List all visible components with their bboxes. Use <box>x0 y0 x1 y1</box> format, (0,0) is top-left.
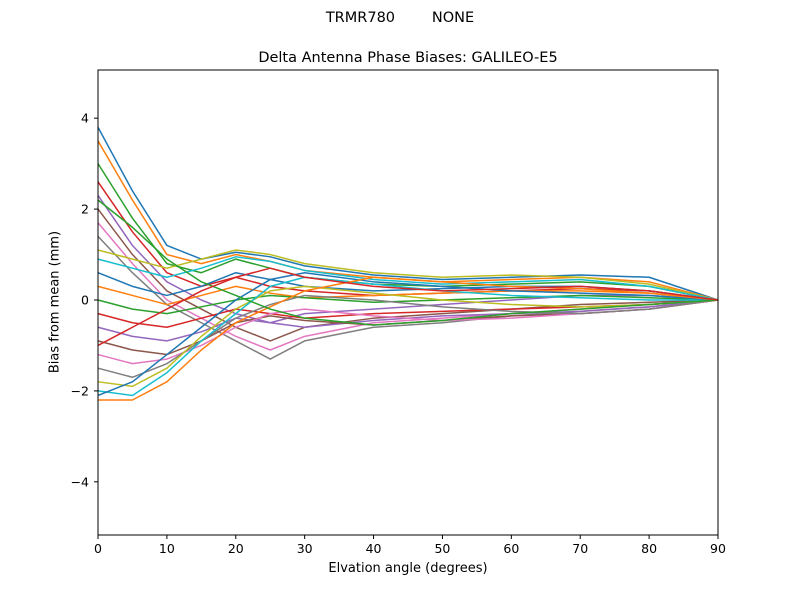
y-tick-label: 2 <box>81 202 89 217</box>
x-tick-label: 40 <box>366 541 382 556</box>
x-tick-label: 70 <box>572 541 588 556</box>
series-line-series-22 <box>98 276 719 401</box>
series-line-series-15 <box>97 299 719 342</box>
x-tick-label: 10 <box>159 541 175 556</box>
series-line-series-7 <box>97 222 719 351</box>
x-tick-label: 20 <box>228 541 244 556</box>
series-line-series-23 <box>97 199 719 326</box>
series-line-series-21 <box>97 271 719 397</box>
x-tick-label: 90 <box>710 541 726 556</box>
y-axis-label: Bias from mean (mm) <box>47 230 63 374</box>
y-tick-label: 0 <box>81 293 89 308</box>
series-line-series-10 <box>97 256 719 301</box>
series-line-series-18 <box>97 294 719 379</box>
x-tick-label: 80 <box>641 541 657 556</box>
x-tick-label: 50 <box>434 541 450 556</box>
series-line-series-1 <box>97 126 719 301</box>
series-line-series-9 <box>97 249 719 301</box>
y-tick-label: −2 <box>71 383 89 398</box>
y-tick-label: 4 <box>81 111 89 126</box>
x-tick-label: 30 <box>297 541 313 556</box>
x-tick-label: 0 <box>94 541 102 556</box>
series-line-series-13 <box>97 294 719 315</box>
axes-box <box>97 69 719 536</box>
series-line-series-24 <box>97 267 719 347</box>
chart-title: Delta Antenna Phase Biases: GALILEO-E5 <box>258 50 558 66</box>
x-axis-label: Elvation angle (degrees) <box>328 561 488 576</box>
figure-suptitle: TRMR780 NONE <box>325 10 475 26</box>
series-line-series-19 <box>97 285 719 388</box>
y-tick-label: −4 <box>71 474 89 489</box>
x-tick-label: 60 <box>503 541 519 556</box>
